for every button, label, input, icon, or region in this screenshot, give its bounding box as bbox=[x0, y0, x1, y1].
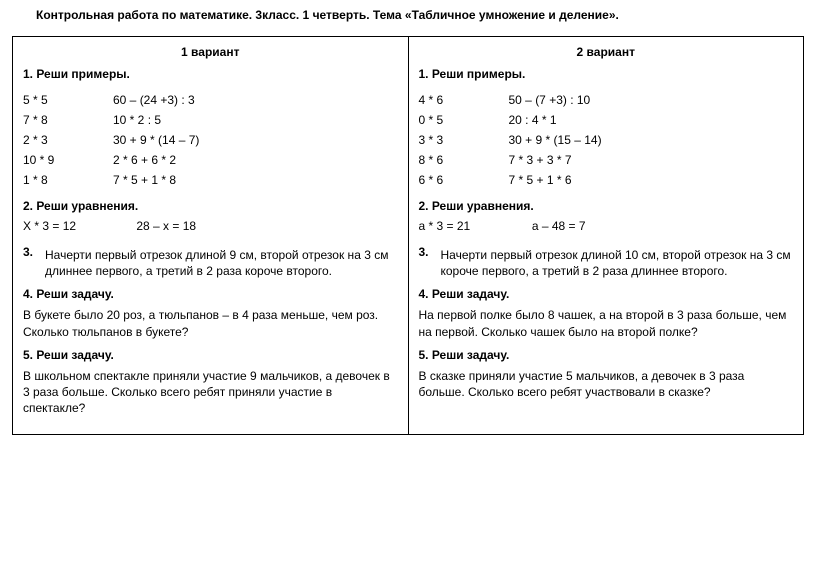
v2-ex-row: 6 * 6 7 * 5 + 1 * 6 bbox=[419, 173, 794, 187]
v2-ex-row: 0 * 5 20 : 4 * 1 bbox=[419, 113, 794, 127]
page-title: Контрольная работа по математике. 3класс… bbox=[36, 8, 804, 22]
v2-s5-text: В сказке приняли участие 5 мальчиков, а … bbox=[419, 368, 794, 400]
v1-ex-row: 7 * 8 10 * 2 : 5 bbox=[23, 113, 398, 127]
variant-2-cell: 2 вариант 1. Реши примеры. 4 * 6 50 – (7… bbox=[408, 37, 804, 435]
v1-s3-text: Начерти первый отрезок длиной 9 см, втор… bbox=[23, 247, 398, 279]
v1-s2-head: 2. Реши уравнения. bbox=[23, 199, 398, 213]
v2-ex-row: 3 * 3 30 + 9 * (15 – 14) bbox=[419, 133, 794, 147]
v1-ex-b: 2 * 6 + 6 * 2 bbox=[113, 153, 398, 167]
v1-ex-a: 1 * 8 bbox=[23, 173, 113, 187]
v1-ex-a: 7 * 8 bbox=[23, 113, 113, 127]
v1-s5-text: В школьном спектакле приняли участие 9 м… bbox=[23, 368, 398, 417]
v2-ex-row: 8 * 6 7 * 3 + 3 * 7 bbox=[419, 153, 794, 167]
v1-eq-line: Х * 3 = 12 28 – х = 18 bbox=[23, 219, 398, 233]
v1-ex-a: 10 * 9 bbox=[23, 153, 113, 167]
v2-ex-b: 7 * 3 + 3 * 7 bbox=[509, 153, 794, 167]
variants-table: 1 вариант 1. Реши примеры. 5 * 5 60 – (2… bbox=[12, 36, 804, 435]
v1-eq-a: Х * 3 = 12 bbox=[23, 219, 133, 233]
v1-s1-head: 1. Реши примеры. bbox=[23, 67, 398, 81]
v2-s3-num: 3. bbox=[419, 245, 429, 259]
v2-eq-a: а * 3 = 21 bbox=[419, 219, 529, 233]
v2-eq-b: а – 48 = 7 bbox=[532, 219, 586, 233]
v2-s4-text: На первой полке было 8 чашек, а на второ… bbox=[419, 307, 794, 339]
v2-s4-head: 4. Реши задачу. bbox=[419, 287, 794, 301]
v1-ex-row: 10 * 9 2 * 6 + 6 * 2 bbox=[23, 153, 398, 167]
v2-ex-a: 6 * 6 bbox=[419, 173, 509, 187]
v2-ex-row: 4 * 6 50 – (7 +3) : 10 bbox=[419, 93, 794, 107]
variant-2-heading: 2 вариант bbox=[419, 45, 794, 59]
v2-s3-text: Начерти первый отрезок длиной 10 см, вто… bbox=[419, 247, 794, 279]
v2-ex-b: 50 – (7 +3) : 10 bbox=[509, 93, 794, 107]
v2-s2-head: 2. Реши уравнения. bbox=[419, 199, 794, 213]
v1-eq-b: 28 – х = 18 bbox=[136, 219, 196, 233]
v2-s1-head: 1. Реши примеры. bbox=[419, 67, 794, 81]
v1-ex-b: 60 – (24 +3) : 3 bbox=[113, 93, 398, 107]
v2-s5-head: 5. Реши задачу. bbox=[419, 348, 794, 362]
v2-ex-b: 20 : 4 * 1 bbox=[509, 113, 794, 127]
v2-ex-a: 4 * 6 bbox=[419, 93, 509, 107]
v2-ex-b: 7 * 5 + 1 * 6 bbox=[509, 173, 794, 187]
v2-ex-a: 8 * 6 bbox=[419, 153, 509, 167]
v1-s4-text: В букете было 20 роз, а тюльпанов – в 4 … bbox=[23, 307, 398, 339]
v1-s4-head: 4. Реши задачу. bbox=[23, 287, 398, 301]
v1-ex-a: 5 * 5 bbox=[23, 93, 113, 107]
variant-1-cell: 1 вариант 1. Реши примеры. 5 * 5 60 – (2… bbox=[13, 37, 409, 435]
v1-ex-b: 30 + 9 * (14 – 7) bbox=[113, 133, 398, 147]
v1-ex-row: 1 * 8 7 * 5 + 1 * 8 bbox=[23, 173, 398, 187]
v1-ex-b: 7 * 5 + 1 * 8 bbox=[113, 173, 398, 187]
v1-s5-head: 5. Реши задачу. bbox=[23, 348, 398, 362]
v1-ex-row: 2 * 3 30 + 9 * (14 – 7) bbox=[23, 133, 398, 147]
v2-ex-b: 30 + 9 * (15 – 14) bbox=[509, 133, 794, 147]
v1-ex-row: 5 * 5 60 – (24 +3) : 3 bbox=[23, 93, 398, 107]
v2-ex-a: 3 * 3 bbox=[419, 133, 509, 147]
variant-1-heading: 1 вариант bbox=[23, 45, 398, 59]
v2-eq-line: а * 3 = 21 а – 48 = 7 bbox=[419, 219, 794, 233]
v1-s3-num: 3. bbox=[23, 245, 33, 259]
v1-ex-b: 10 * 2 : 5 bbox=[113, 113, 398, 127]
v1-ex-a: 2 * 3 bbox=[23, 133, 113, 147]
v2-ex-a: 0 * 5 bbox=[419, 113, 509, 127]
